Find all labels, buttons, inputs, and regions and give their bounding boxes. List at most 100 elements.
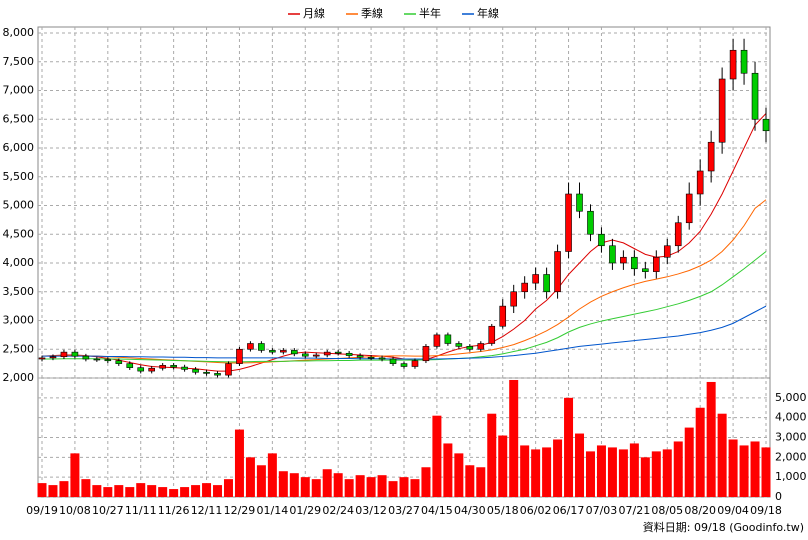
x-tick-label: 08/05 (651, 504, 683, 517)
candle-body (663, 245, 671, 258)
x-tick-label: 10/27 (92, 504, 124, 517)
volume-bar (520, 445, 530, 497)
y2-tick-label: 3,000 (775, 431, 807, 444)
y-tick-label: 8,000 (3, 26, 35, 39)
y-tick-label: 2,500 (3, 342, 35, 355)
candle-body (576, 193, 583, 212)
candle-body (554, 251, 561, 293)
volume-bar (92, 485, 102, 497)
candle-body (214, 373, 221, 376)
volume-bar (728, 439, 738, 497)
volume-bar (300, 477, 310, 497)
volume-bar (564, 397, 574, 497)
candle-body (400, 363, 408, 367)
candle-body (740, 49, 748, 74)
volume-bar (399, 477, 409, 497)
candle-body (159, 365, 166, 369)
ma-line (42, 305, 767, 360)
x-tick-label: 10/08 (59, 504, 91, 517)
volume-bar (234, 429, 244, 497)
y2-tick-label: 1,000 (775, 470, 807, 483)
volume-bar (289, 473, 299, 497)
candle-body (60, 351, 68, 358)
volume-bar (739, 445, 749, 497)
candle-body (236, 348, 243, 364)
candle-body (631, 256, 638, 270)
x-tick-label: 01/14 (257, 504, 289, 517)
x-tick-label: 12/11 (191, 504, 223, 517)
volume-bar (629, 443, 639, 497)
ma-line (41, 199, 767, 364)
candle-body (148, 367, 155, 372)
volume-bar (377, 475, 387, 497)
candle-body (301, 353, 309, 357)
candle-body (499, 305, 507, 327)
candle-body (455, 343, 463, 347)
candle-body (620, 256, 627, 264)
candle-body (674, 222, 682, 247)
volume-bar (311, 479, 321, 497)
candle-body (192, 369, 199, 373)
volume-bar (344, 479, 354, 497)
x-tick-label: 04/30 (454, 504, 486, 517)
volume-bar (136, 483, 146, 497)
volume-bar (410, 479, 420, 497)
volume-bar (640, 457, 650, 497)
volume-bar (432, 415, 442, 497)
volume-bar (662, 449, 672, 497)
candle-body (433, 334, 441, 347)
candle-body (225, 363, 232, 376)
legend-label: 年線 (477, 6, 499, 20)
y2-tick-label: 2,000 (775, 450, 807, 463)
candle-body (181, 366, 188, 370)
volume-bar (421, 467, 431, 497)
candle-body (71, 351, 79, 357)
volume-bar (695, 407, 705, 497)
volume-bar (169, 489, 179, 497)
candle-body (345, 352, 353, 356)
x-tick-label: 09/04 (717, 504, 749, 517)
volume-bar (761, 447, 771, 497)
candle-body (653, 256, 660, 272)
candle-body (718, 78, 726, 143)
y-tick-label: 4,500 (3, 227, 35, 240)
volume-bar (355, 475, 365, 497)
x-tick-label: 09/18 (750, 504, 782, 517)
volume-bar (191, 485, 201, 497)
y2-tick-label: 0 (775, 490, 782, 503)
candle-body (258, 343, 265, 351)
legend-label: 季線 (361, 6, 383, 20)
candle-body (115, 360, 123, 364)
volume-bar (147, 485, 157, 497)
volume-bar (70, 453, 80, 497)
candle-body (696, 170, 704, 195)
volume-bar (673, 441, 683, 497)
candle-body (356, 355, 364, 358)
candle-body (642, 268, 649, 272)
volume-bar (443, 443, 453, 497)
volume-bar (366, 477, 376, 497)
y-tick-label: 6,000 (3, 141, 35, 154)
y-tick-label: 6,500 (3, 112, 35, 125)
x-tick-label: 03/12 (355, 504, 387, 517)
y-tick-label: 3,000 (3, 314, 35, 327)
candle-body (488, 325, 496, 344)
candle-body (247, 343, 254, 350)
legend-label: 半年 (419, 6, 441, 20)
candle-body (323, 351, 331, 356)
candle-body (521, 282, 528, 293)
x-tick-label: 02/24 (322, 504, 354, 517)
y2-tick-label: 5,000 (775, 391, 807, 404)
volume-bar (487, 413, 497, 497)
x-tick-label: 08/20 (684, 504, 716, 517)
x-tick-label: 01/29 (289, 504, 321, 517)
x-tick-label: 07/03 (586, 504, 618, 517)
volume-bar (454, 453, 464, 497)
volume-bar (256, 465, 266, 497)
volume-bar (114, 485, 124, 497)
x-tick-label: 11/11 (125, 504, 157, 517)
candle-body (126, 363, 134, 368)
volume-bar (180, 487, 190, 497)
